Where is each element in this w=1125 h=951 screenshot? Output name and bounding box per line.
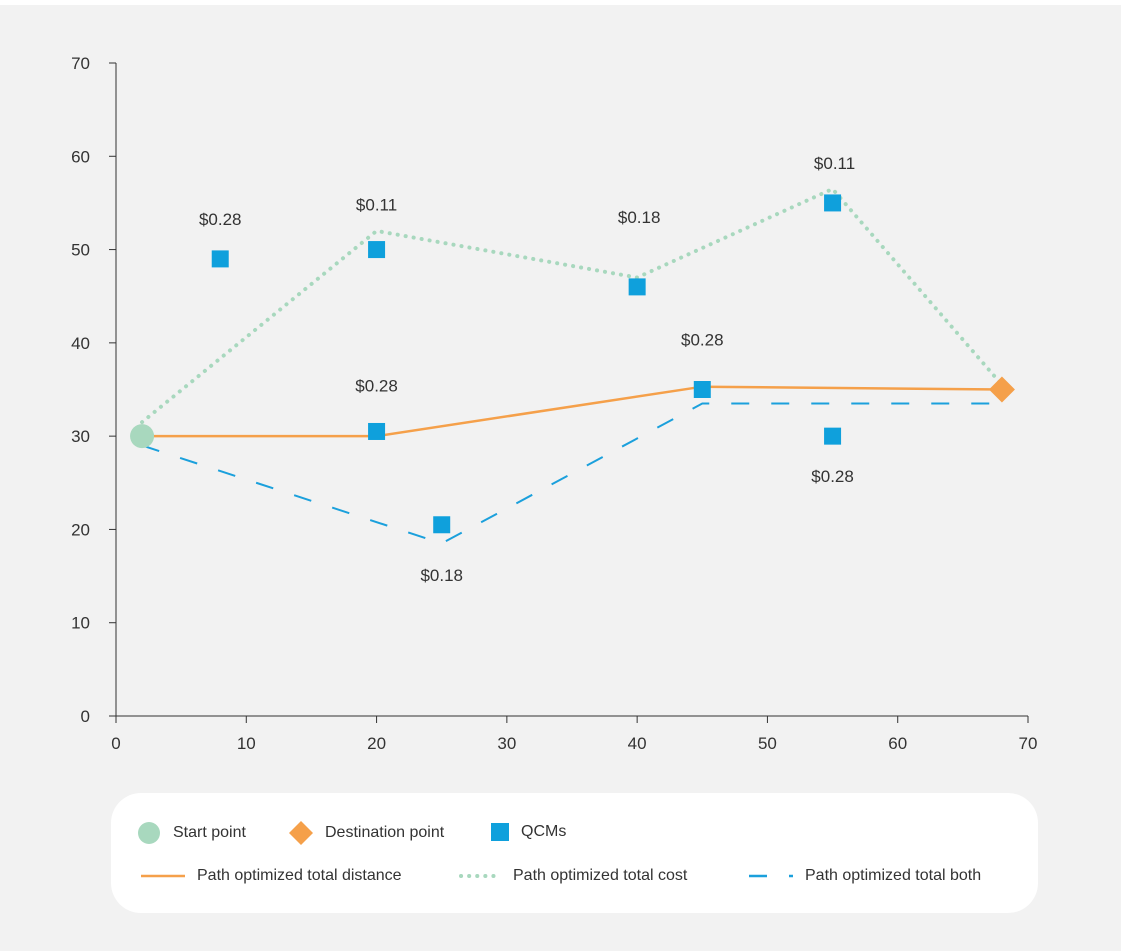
series-line-solid (142, 385, 1002, 438)
legend-distance: Path optimized total distance (141, 867, 402, 885)
x-tick-label: 10 (237, 734, 256, 753)
legend-start: Start point (137, 821, 246, 845)
price-label: $0.28 (811, 467, 854, 486)
legend-start-label: Start point (173, 824, 246, 841)
qcm-marker (824, 427, 842, 445)
qcm-marker (433, 516, 451, 534)
route-chart: 0 10 20 30 40 50 60 70 0 10 20 30 40 50 60 70 $0.28 $0.11… (71, 54, 1038, 753)
y-tick-label: 30 (71, 427, 90, 446)
legend-both-label: Path optimized total both (805, 867, 982, 884)
x-tick-label: 20 (367, 734, 386, 753)
solid-line-icon (141, 874, 185, 878)
destination-point-icon (289, 821, 313, 845)
chart-panel: 0 10 20 30 40 50 60 70 0 10 20 30 40 50 60 70 $0.28 $0.11… (0, 5, 1121, 951)
legend-cost: Path optimized total cost (459, 867, 687, 885)
x-tick-label: 50 (758, 734, 777, 753)
legend-cost-label: Path optimized total cost (513, 867, 688, 884)
legend-destination-label: Destination point (325, 824, 445, 841)
legend-both: Path optimized total both (749, 867, 981, 885)
price-label: $0.28 (199, 210, 242, 229)
qcm-icon (491, 823, 509, 841)
y-tick-label: 40 (71, 334, 90, 353)
series-line-dotted (140, 186, 1004, 425)
qcm-marker (368, 422, 386, 440)
start-point-marker (130, 424, 155, 449)
qcm-marker (824, 194, 842, 212)
dashed-line-icon (749, 874, 793, 878)
legend-distance-label: Path optimized total distance (197, 867, 402, 884)
x-tick-label: 0 (111, 734, 120, 753)
y-tick-label: 10 (71, 614, 90, 633)
price-label: $0.11 (814, 154, 855, 173)
legend-qcms-label: QCMs (521, 823, 567, 840)
qcm-marker (211, 250, 229, 268)
start-point-icon (138, 822, 160, 844)
y-tick-label: 0 (81, 707, 90, 726)
qcm-marker (368, 241, 386, 259)
legend-qcms: QCMs (491, 823, 566, 841)
price-label: $0.18 (618, 208, 661, 227)
series-line-dashed (141, 402, 1002, 545)
price-label: $0.11 (356, 196, 397, 215)
price-label: $0.18 (420, 566, 463, 585)
destination-point-marker (988, 376, 1015, 403)
legend-destination: Destination point (289, 821, 444, 845)
qcm-marker (693, 381, 711, 398)
x-tick-label: 30 (497, 734, 516, 753)
y-tick-label: 60 (71, 147, 90, 166)
y-tick-label: 70 (71, 54, 90, 73)
x-tick-label: 60 (888, 734, 907, 753)
price-label: $0.28 (355, 376, 398, 395)
legend: Start point Destination point QCMs Path … (111, 793, 1038, 913)
qcm-marker (628, 278, 646, 296)
y-tick-label: 50 (71, 241, 90, 260)
x-tick-label: 70 (1019, 734, 1038, 753)
y-tick-label: 20 (71, 520, 90, 539)
x-tick-label: 40 (628, 734, 647, 753)
dotted-line-icon (459, 874, 501, 878)
price-label: $0.28 (681, 331, 724, 350)
